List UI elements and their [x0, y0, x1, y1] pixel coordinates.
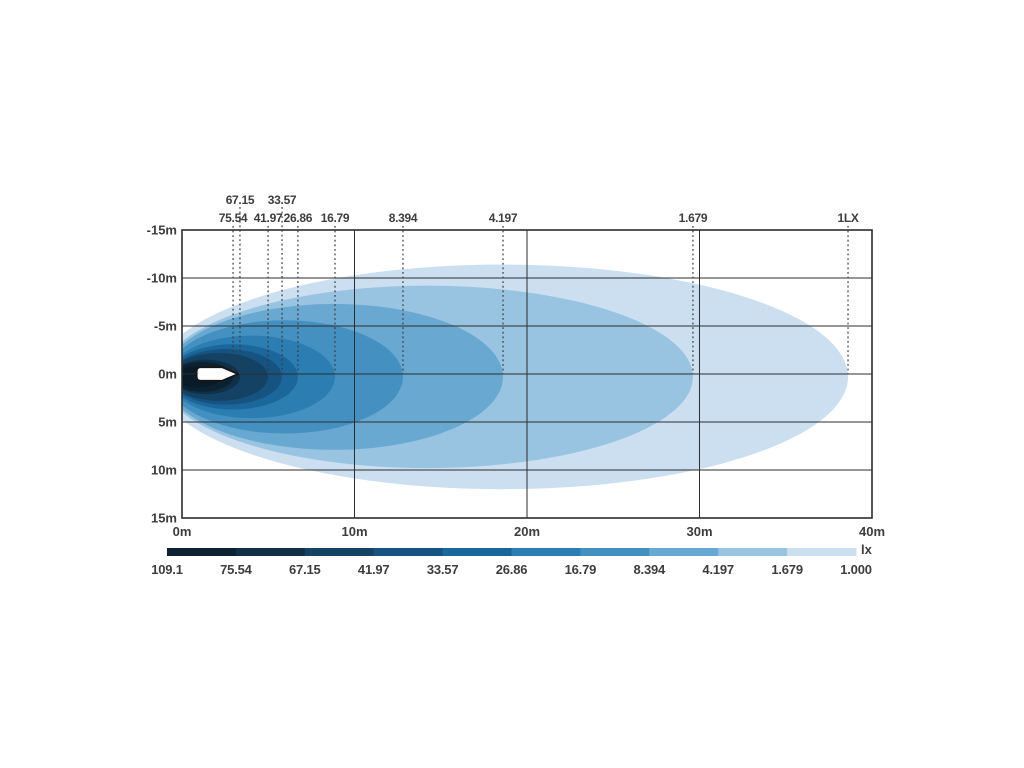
legend-boundary-label-1.000: 1.000 — [840, 562, 872, 577]
legend-labels: 109.1 75.54 67.15 41.97 33.57 26.86 16.79 8.394… — [151, 562, 872, 577]
beam-contours — [182, 264, 848, 490]
legend-segment-4 — [373, 548, 444, 556]
y-tick-label-15m: 15m — [151, 511, 177, 526]
y-tick-label--10m: -10m — [147, 271, 177, 286]
guide-label-33.57: 33.57 — [268, 193, 297, 207]
legend-segment-9 — [718, 548, 788, 556]
legend-segment-1 — [167, 548, 237, 556]
guide-label-41.97: 41.97 — [254, 211, 283, 225]
legend-boundary-label-16.79: 16.79 — [565, 562, 597, 577]
x-tick-label-20m: 20m — [514, 524, 540, 539]
legend-boundary-label-109.1: 109.1 — [151, 562, 183, 577]
legend-segment-5 — [442, 548, 512, 556]
legend-boundary-label-41.97: 41.97 — [358, 562, 390, 577]
legend-segment-6 — [511, 548, 581, 556]
legend-boundary-label-8.394: 8.394 — [634, 562, 667, 577]
legend-boundary-label-75.54: 75.54 — [220, 562, 253, 577]
guide-label-1.679: 1.679 — [679, 211, 708, 225]
legend-segment-10 — [787, 548, 857, 556]
y-tick-label--5m: -5m — [154, 319, 177, 334]
guide-labels: 1LX 1.679 4.197 8.394 16.79 26.86 33.57 41.97 67… — [219, 193, 859, 225]
legend-boundary-label-1.679: 1.679 — [771, 562, 803, 577]
guide-label-4.197: 4.197 — [489, 211, 518, 225]
legend-colorbar — [167, 548, 857, 556]
x-tick-label-0m: 0m — [173, 524, 192, 539]
y-tick-label--15m: -15m — [147, 223, 177, 238]
legend-segment-7 — [580, 548, 650, 556]
legend-boundary-label-67.15: 67.15 — [289, 562, 321, 577]
guide-label-67.15: 67.15 — [226, 193, 255, 207]
y-tick-label-10m: 10m — [151, 463, 177, 478]
legend-segment-8 — [649, 548, 719, 556]
guide-lines — [232, 207, 849, 374]
legend-boundary-label-33.57: 33.57 — [427, 562, 459, 577]
guide-label-26.86: 26.86 — [284, 211, 313, 225]
plot-border — [181, 229, 873, 519]
y-axis-labels: -15m -10m -5m 0m 5m 10m 15m — [147, 223, 177, 526]
legend-unit-label: lx — [861, 542, 872, 557]
y-tick-label-0m: 0m — [158, 367, 177, 382]
legend-segment-2 — [235, 548, 306, 556]
guide-label-16.79: 16.79 — [321, 211, 350, 225]
guide-label-8.394: 8.394 — [389, 211, 418, 225]
y-tick-label-5m: 5m — [158, 415, 177, 430]
grid — [182, 230, 872, 518]
x-tick-label-30m: 30m — [686, 524, 712, 539]
x-axis-labels: 0m 10m 20m 30m 40m — [173, 524, 885, 539]
legend-boundary-label-26.86: 26.86 — [496, 562, 528, 577]
legend-boundary-label-4.197: 4.197 — [702, 562, 734, 577]
x-tick-label-10m: 10m — [341, 524, 367, 539]
guide-label-75.54: 75.54 — [219, 211, 248, 225]
legend-segment-3 — [304, 548, 375, 556]
lamp-icon — [195, 366, 239, 382]
guide-label-1.000: 1LX — [837, 211, 858, 225]
x-tick-label-40m: 40m — [859, 524, 885, 539]
